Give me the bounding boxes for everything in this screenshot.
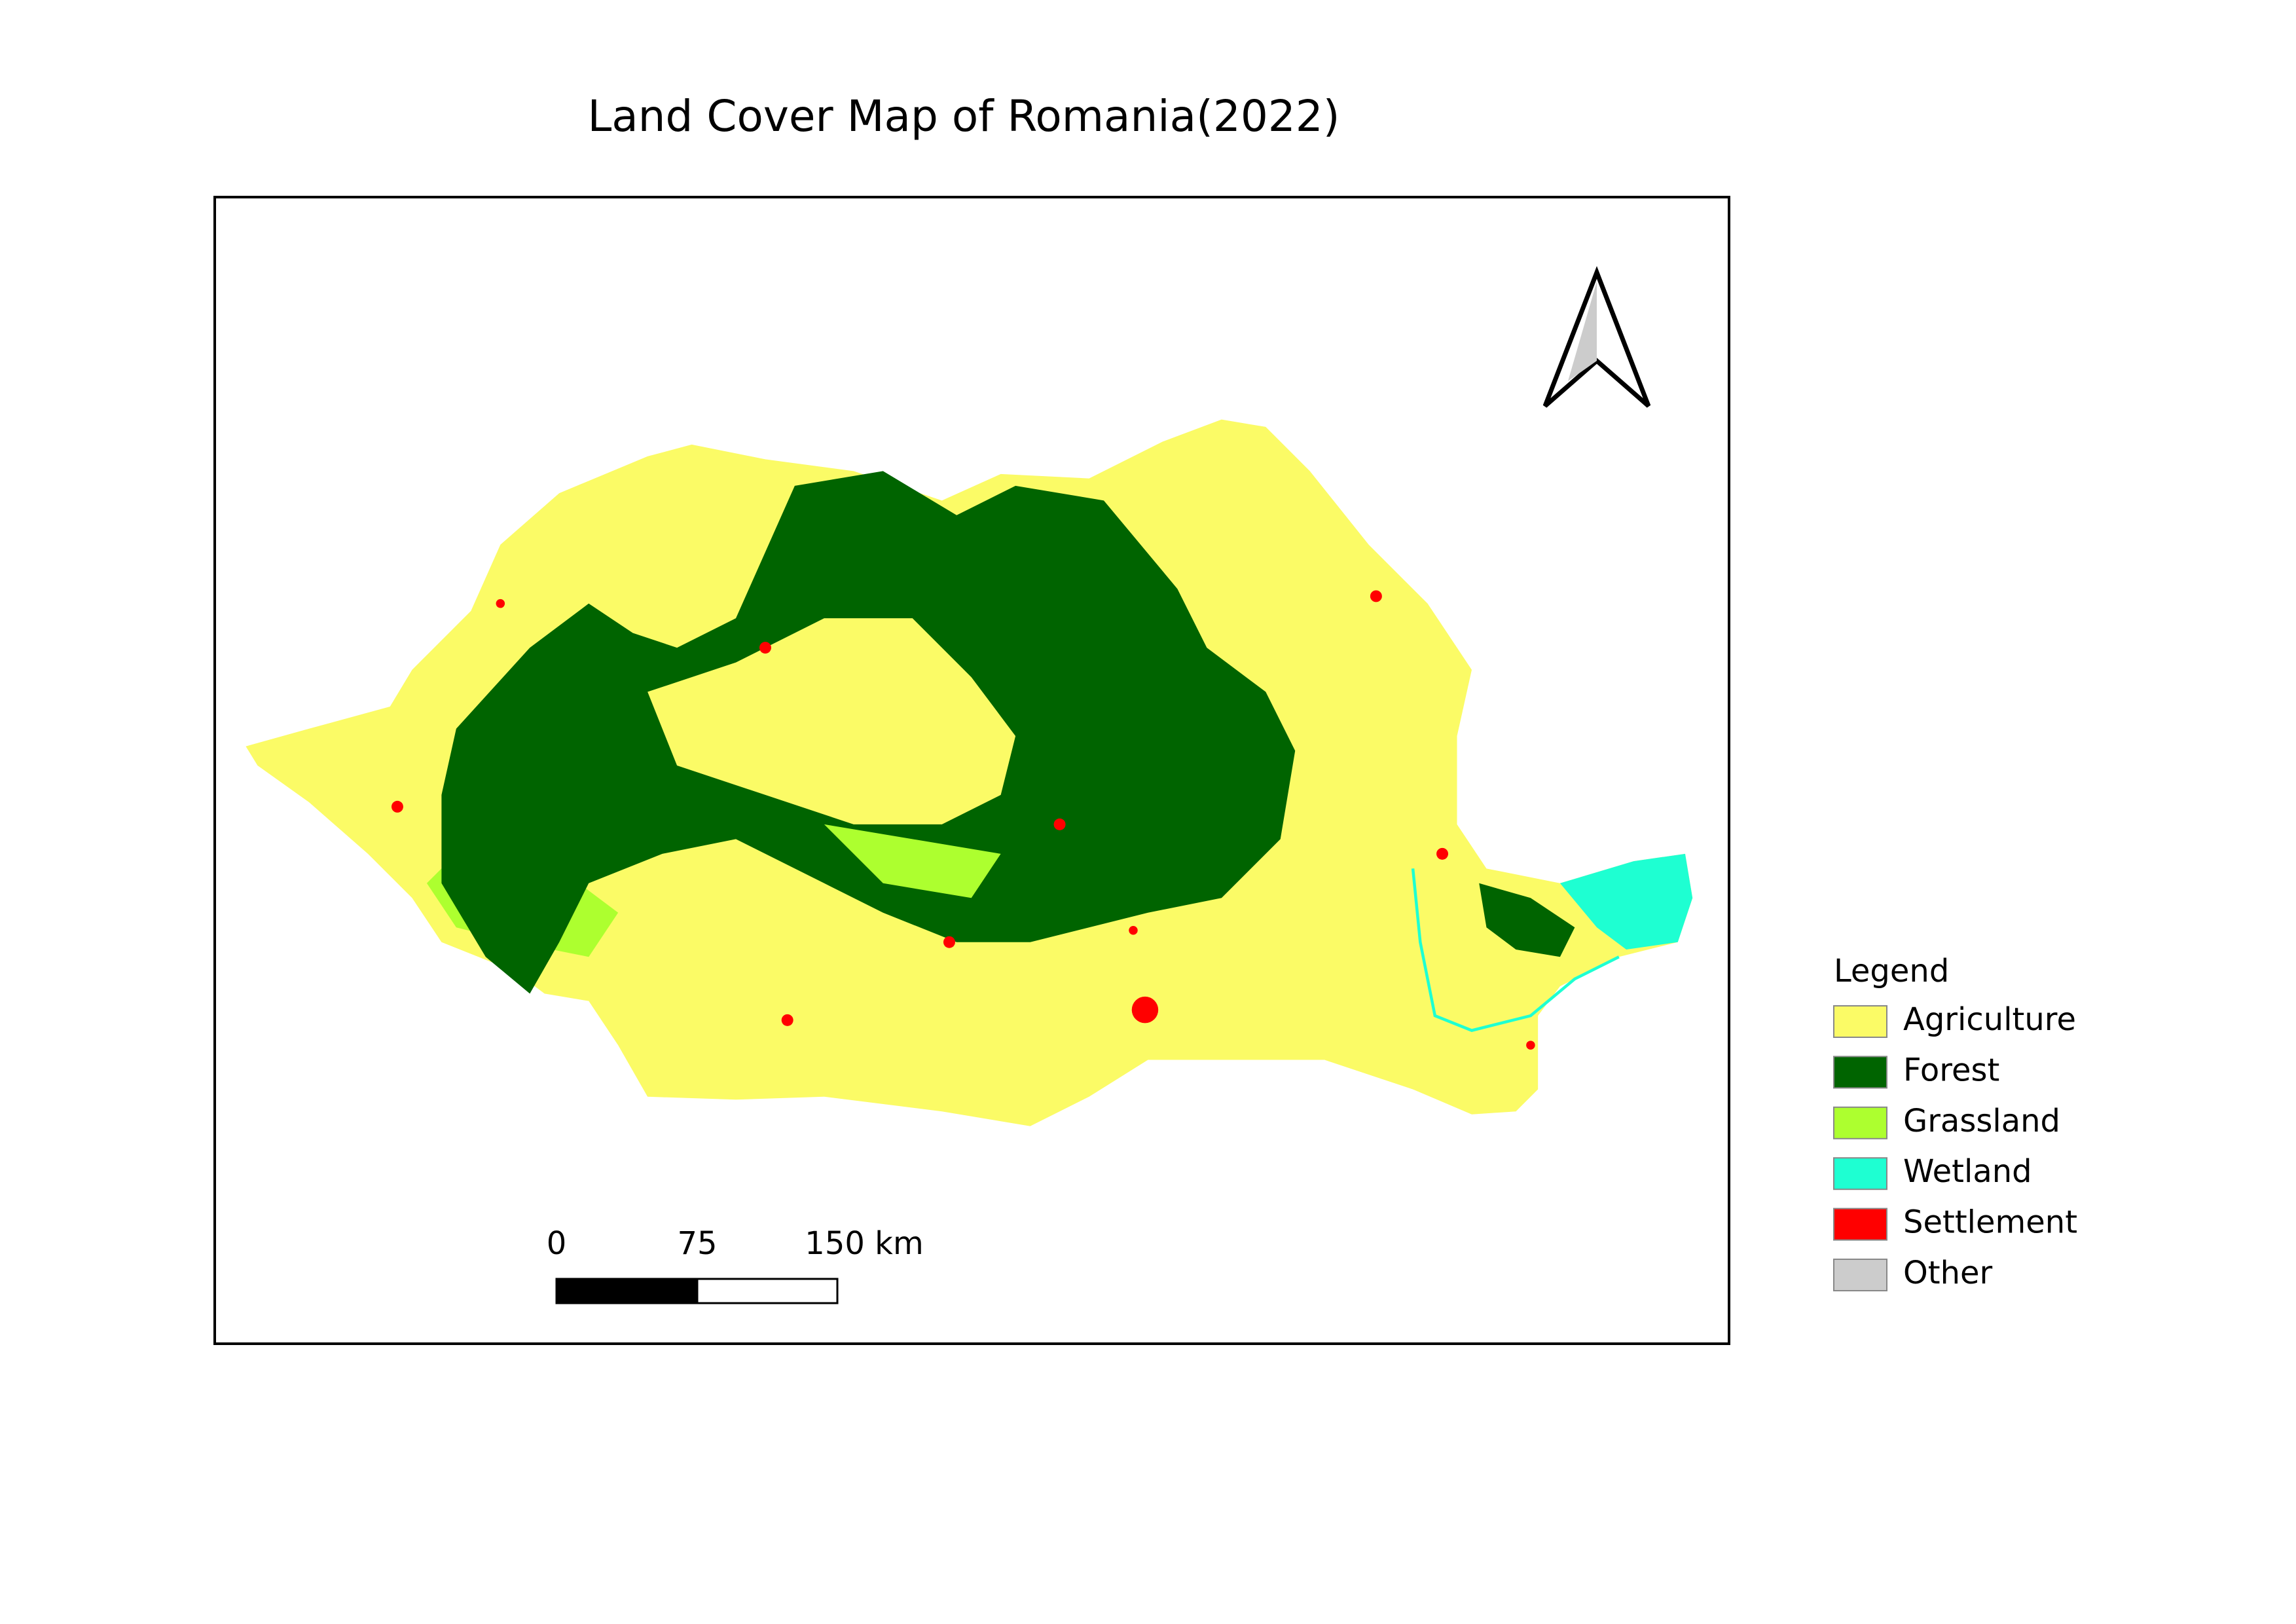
scale-label: 150 km <box>805 1225 923 1262</box>
land-forest-east <box>1479 883 1575 957</box>
legend-swatch <box>1833 1005 1887 1038</box>
land-agriculture-basin <box>647 618 1016 824</box>
scale-bar: 0 75 150 km <box>547 1225 924 1304</box>
settlement <box>1053 818 1066 830</box>
scale-label: 75 <box>677 1225 717 1262</box>
legend-label: Wetland <box>1903 1153 2032 1190</box>
settlement <box>1436 847 1449 860</box>
legend-label: Other <box>1903 1255 1993 1291</box>
settlement <box>759 642 771 654</box>
north-arrow <box>1542 266 1651 408</box>
legend-label: Agriculture <box>1903 1001 2076 1038</box>
legend: Legend Agriculture Forest Grassland Wetland… <box>1833 953 2077 1291</box>
map-title: Land Cover Map of Romania(2022) <box>587 91 1339 141</box>
legend-swatch <box>1833 1259 1887 1291</box>
land-wetland-delta <box>1559 853 1693 950</box>
scale-label: 0 <box>547 1225 567 1262</box>
map-body <box>246 419 1693 1126</box>
legend-swatch <box>1833 1157 1887 1190</box>
settlement <box>391 800 403 813</box>
map-frame <box>213 196 1730 1345</box>
legend-label: Settlement <box>1903 1204 2077 1241</box>
settlement <box>943 936 955 948</box>
settlement <box>1526 1041 1535 1050</box>
land-grassland-patch <box>824 824 1001 898</box>
legend-swatch <box>1833 1208 1887 1241</box>
river-danube <box>1411 868 1620 1032</box>
settlement <box>1129 925 1138 935</box>
legend-title: Legend <box>1834 953 1949 989</box>
legend-swatch <box>1833 1056 1887 1089</box>
legend-swatch <box>1833 1106 1887 1139</box>
settlement <box>496 599 505 608</box>
legend-label: Forest <box>1903 1052 1999 1088</box>
settlement-bucharest <box>1131 996 1159 1024</box>
settlement <box>1370 590 1382 602</box>
legend-label: Grassland <box>1903 1103 2060 1139</box>
settlement <box>781 1014 793 1026</box>
